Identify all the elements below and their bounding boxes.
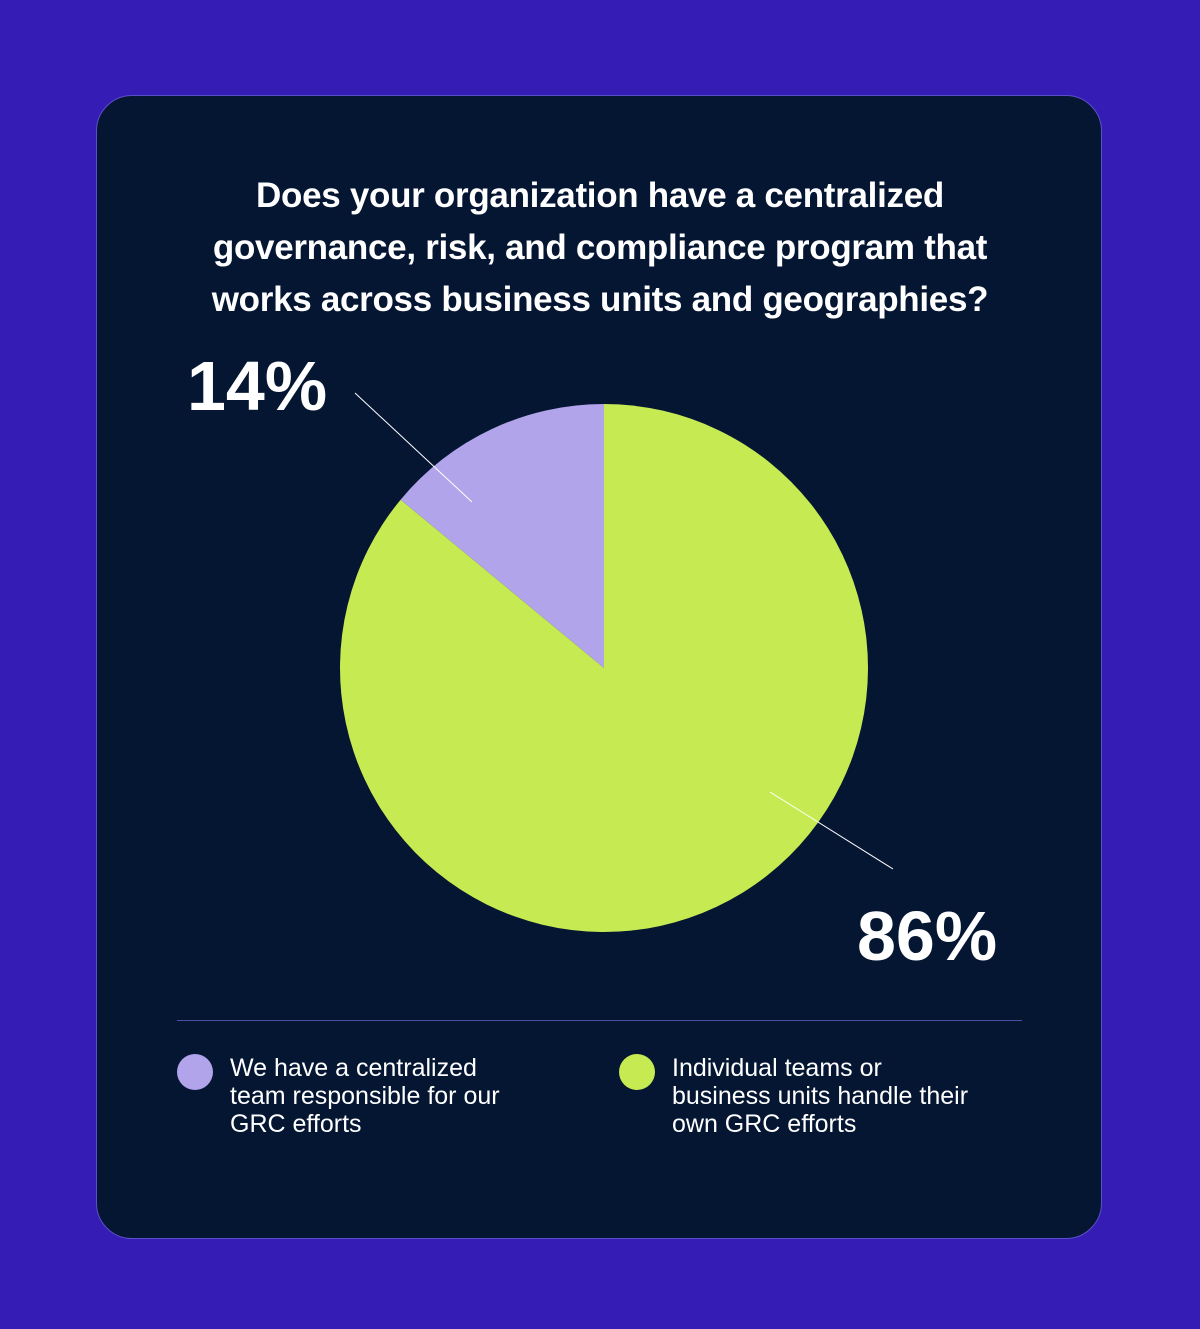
leader-line-centralized bbox=[354, 392, 473, 503]
legend-label-centralized: We have a centralized team responsible f… bbox=[230, 1054, 580, 1138]
legend-swatch-individual bbox=[619, 1054, 655, 1090]
leader-line-individual bbox=[769, 791, 894, 870]
pie-leader-lines bbox=[354, 392, 894, 870]
pie-chart: 14% 86% bbox=[187, 347, 997, 975]
slice-label-centralized: 14% bbox=[187, 347, 327, 425]
legend-item-individual: Individual teams or business units handl… bbox=[619, 1054, 1052, 1138]
legend-line: Individual teams or bbox=[672, 1054, 882, 1082]
chart-card: Does your organization have a centralize… bbox=[96, 95, 1102, 1239]
title-line-3: works across business units and geograph… bbox=[211, 280, 989, 319]
legend-line: team responsible for our bbox=[230, 1082, 500, 1110]
legend-divider bbox=[177, 1020, 1022, 1021]
pie-slice-centralized bbox=[400, 404, 604, 668]
title-line-1: Does your organization have a centralize… bbox=[256, 176, 944, 215]
legend-item-centralized: We have a centralized team responsible f… bbox=[177, 1054, 580, 1138]
legend-swatch-centralized bbox=[177, 1054, 213, 1090]
slice-label-individual: 86% bbox=[857, 897, 997, 975]
chart-title: Does your organization have a centralize… bbox=[97, 170, 1103, 326]
legend-line: own GRC efforts bbox=[672, 1110, 857, 1138]
title-line-2: governance, risk, and compliance program… bbox=[212, 228, 988, 267]
legend-line: We have a centralized bbox=[230, 1054, 477, 1082]
pie-slice-individual bbox=[339, 404, 868, 933]
legend-line: business units handle their bbox=[672, 1082, 969, 1110]
legend-label-individual: Individual teams or business units handl… bbox=[672, 1054, 1052, 1138]
legend-line: GRC efforts bbox=[230, 1110, 362, 1138]
pie-slices bbox=[339, 404, 868, 933]
